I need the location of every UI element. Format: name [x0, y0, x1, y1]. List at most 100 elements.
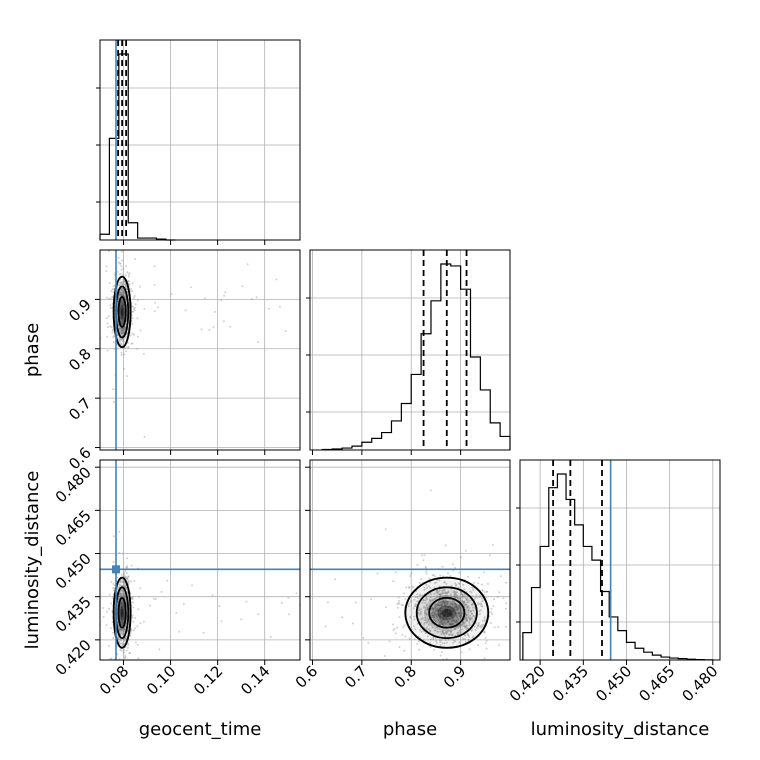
- scatter-point: [119, 612, 122, 615]
- scatter-point: [121, 327, 124, 330]
- scatter-point: [428, 628, 431, 631]
- scatter-point: [121, 290, 124, 293]
- scatter-point: [120, 317, 123, 320]
- scatter-point: [109, 297, 112, 300]
- scatter-point: [124, 283, 127, 286]
- scatter-point: [441, 592, 444, 595]
- scatter-point: [480, 626, 483, 629]
- scatter-point: [440, 619, 443, 622]
- scatter-point: [119, 332, 122, 335]
- scatter-point: [414, 628, 417, 631]
- scatter-point: [212, 326, 215, 329]
- scatter-point: [430, 614, 433, 617]
- scatter-point: [127, 642, 130, 645]
- scatter-point: [125, 322, 128, 325]
- scatter-point: [451, 602, 454, 605]
- scatter-point: [106, 610, 108, 613]
- scatter-point: [123, 628, 126, 631]
- scatter-point: [449, 614, 452, 617]
- scatter-point: [454, 640, 457, 643]
- scatter-point: [462, 602, 465, 605]
- scatter-point: [175, 612, 178, 614]
- scatter-point: [121, 314, 124, 317]
- scatter-point: [124, 628, 126, 631]
- scatter-point: [119, 338, 122, 341]
- scatter-point: [450, 623, 453, 626]
- scatter-point: [426, 608, 429, 611]
- scatter-point: [370, 598, 372, 601]
- scatter-point: [476, 624, 479, 627]
- scatter-point: [123, 654, 126, 657]
- scatter-point: [122, 607, 125, 610]
- scatter-point: [123, 614, 125, 617]
- scatter-point: [456, 608, 459, 611]
- scatter-point: [480, 605, 483, 607]
- scatter-point: [462, 600, 465, 603]
- scatter-point: [127, 280, 130, 283]
- scatter-point: [433, 629, 436, 632]
- scatter-point: [94, 599, 96, 601]
- scatter-point: [439, 596, 442, 598]
- scatter-point: [269, 636, 272, 638]
- scatter-point: [123, 584, 126, 587]
- scatter-point: [450, 620, 453, 623]
- scatter-point: [119, 309, 121, 312]
- scatter-point: [425, 604, 428, 607]
- scatter-point: [121, 305, 124, 308]
- scatter-point: [120, 303, 123, 306]
- scatter-point: [123, 595, 126, 598]
- scatter-point: [443, 603, 446, 606]
- scatter-point: [121, 303, 124, 306]
- scatter-point: [412, 607, 415, 610]
- scatter-point: [468, 617, 471, 620]
- scatter-point: [119, 311, 122, 314]
- scatter-point: [119, 304, 122, 307]
- scatter-point: [454, 620, 457, 623]
- scatter-point: [453, 593, 456, 596]
- scatter-point: [122, 328, 125, 331]
- scatter-point: [421, 617, 424, 620]
- scatter-point: [445, 582, 448, 585]
- scatter-point: [122, 337, 125, 340]
- scatter-point: [443, 581, 446, 584]
- scatter-point: [384, 528, 387, 531]
- scatter-point: [482, 623, 485, 626]
- scatter-point: [124, 586, 127, 589]
- scatter-point: [122, 331, 125, 334]
- scatter-point: [451, 612, 454, 615]
- scatter-point: [119, 310, 121, 312]
- scatter-point: [410, 572, 413, 575]
- scatter-point: [437, 613, 440, 616]
- scatter-point: [483, 631, 485, 634]
- scatter-point: [444, 635, 446, 638]
- scatter-point: [468, 623, 471, 626]
- hist-panel-phase: [306, 249, 511, 455]
- scatter-point: [447, 606, 450, 609]
- scatter-point: [433, 586, 436, 589]
- scatter-point: [119, 309, 122, 312]
- scatter-point: [121, 294, 124, 297]
- scatter-point: [120, 606, 123, 609]
- scatter-point: [408, 637, 411, 640]
- scatter-point: [121, 615, 123, 618]
- scatter-point: [120, 250, 123, 253]
- scatter-point: [123, 628, 126, 631]
- scatter-point: [120, 332, 123, 335]
- scatter-point: [437, 604, 440, 607]
- scatter-point: [127, 346, 130, 349]
- scatter-point: [102, 616, 105, 619]
- scatter-point: [470, 603, 473, 606]
- scatter-point: [461, 600, 464, 603]
- scatter-point: [134, 672, 136, 674]
- scatter-point: [458, 641, 461, 644]
- scatter-point: [120, 614, 123, 617]
- scatter-point: [120, 354, 123, 356]
- scatter-point: [121, 301, 124, 304]
- scatter-point: [455, 606, 458, 609]
- scatter-point: [123, 639, 126, 642]
- scatter-point: [489, 621, 492, 624]
- scatter-point: [450, 633, 452, 636]
- scatter-point: [460, 608, 463, 611]
- scatter-point: [394, 571, 397, 574]
